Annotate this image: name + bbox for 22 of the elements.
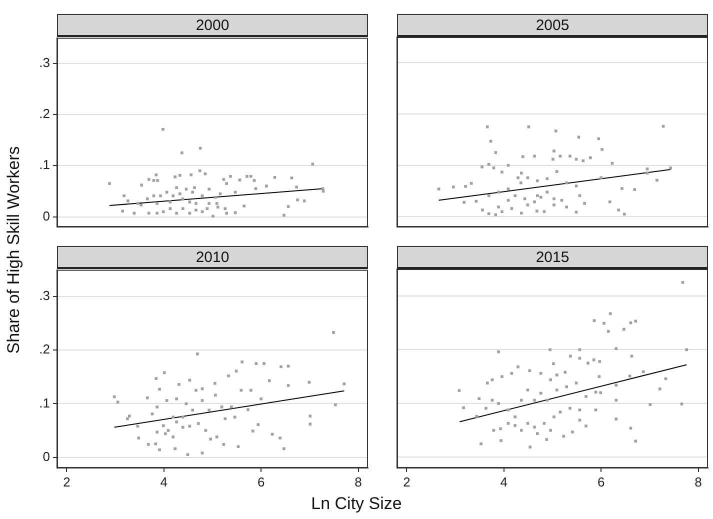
y-tick-label: .2: [39, 342, 50, 357]
x-tick-label: 4: [160, 474, 168, 490]
x-tick-label: 8: [354, 474, 362, 490]
chart-title: 2015: [397, 246, 708, 269]
chart-title: 2010: [57, 246, 368, 269]
y-tick-label: 0: [42, 208, 50, 224]
chart-title: 2000: [57, 14, 368, 37]
x-tick-label: 6: [597, 474, 605, 490]
chart-title: 2005: [397, 14, 708, 37]
x-axis-title: Ln City Size: [310, 494, 403, 514]
x-tick-label: 2: [403, 474, 410, 490]
y-tick-label: .1: [39, 157, 50, 172]
y-axis-title: Share of High Skill Workers: [4, 146, 24, 354]
x-tick-label: 2: [63, 474, 70, 490]
x-tick-label: 4: [500, 474, 508, 490]
x-tick-label: 8: [694, 474, 702, 490]
y-tick-label: 0: [42, 448, 50, 464]
y-tick-label: .2: [39, 106, 50, 122]
y-tick-label: .3: [39, 54, 50, 70]
y-tick-label: .3: [39, 288, 50, 304]
y-tick-label: .1: [39, 395, 50, 410]
x-tick-label: 6: [257, 474, 265, 490]
